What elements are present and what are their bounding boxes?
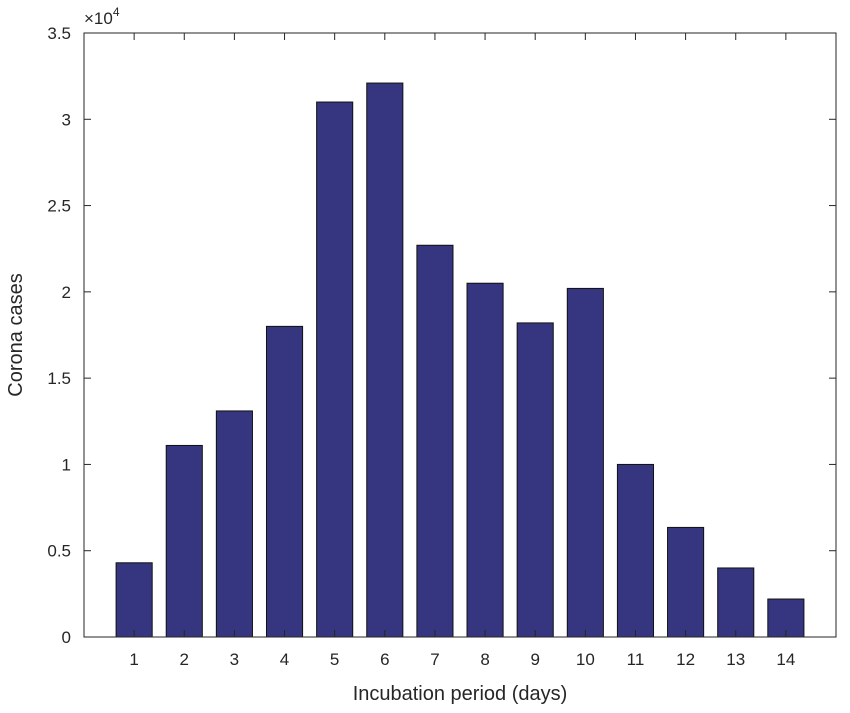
y-tick-label: 1.5	[47, 369, 71, 388]
bar-day-4	[265, 325, 304, 638]
y-tick-label: 0.5	[47, 542, 71, 561]
x-tick-label: 7	[430, 650, 439, 669]
x-tick-label: 12	[676, 650, 695, 669]
bar-day-12	[667, 526, 705, 638]
bar-day-6	[366, 82, 404, 638]
x-tick-label: 2	[180, 650, 189, 669]
y-tick-label: 1	[62, 455, 71, 474]
bar-day-1	[115, 562, 153, 638]
x-tick-label: 11	[627, 650, 645, 669]
x-axis-title: Incubation period (days)	[353, 683, 568, 705]
bar-day-3	[215, 410, 253, 638]
x-tick-label: 1	[129, 650, 138, 669]
bar-day-13	[717, 567, 755, 638]
y-axis-title: Corona cases	[5, 273, 27, 396]
bar-day-10	[566, 287, 604, 638]
bar-day-9	[516, 322, 554, 638]
y-tick-label: 3	[62, 110, 71, 129]
y-multiplier-exponent: 4	[113, 5, 120, 19]
x-tick-label: 3	[230, 650, 239, 669]
bars-layer	[115, 82, 805, 638]
y-tick-label: 3.5	[47, 24, 71, 43]
y-tick-label: 2	[62, 283, 71, 302]
x-tick-label: 4	[280, 650, 289, 669]
y-tick-label: 2.5	[47, 197, 71, 216]
x-tick-label: 6	[380, 650, 389, 669]
x-tick-label: 13	[726, 650, 745, 669]
y-multiplier-base: ×10	[84, 9, 113, 28]
x-tick-label: 8	[480, 650, 489, 669]
y-tick-label: 0	[62, 628, 71, 647]
x-tick-label: 9	[530, 650, 539, 669]
y-axis-multiplier: ×104	[84, 5, 120, 28]
bar-day-11	[616, 463, 655, 638]
bar-day-7	[416, 244, 454, 638]
bar-day-8	[466, 282, 504, 638]
x-tick-label: 5	[330, 650, 339, 669]
x-tick-label: 14	[776, 650, 795, 669]
x-tick-label: 10	[576, 650, 595, 669]
bar-day-5	[316, 101, 354, 638]
plot-frame	[83, 32, 837, 638]
bar-day-2	[165, 444, 203, 638]
